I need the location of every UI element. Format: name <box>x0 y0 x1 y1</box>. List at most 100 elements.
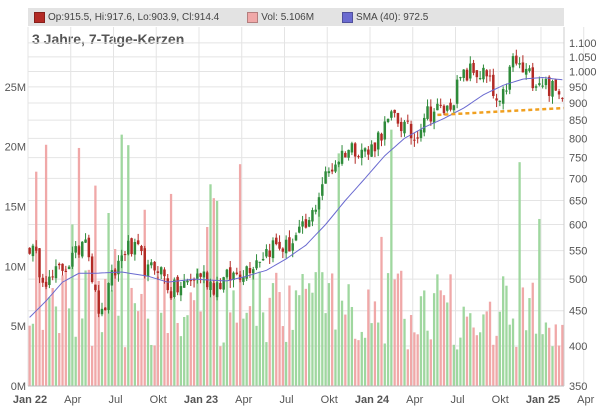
candle-body <box>409 123 413 139</box>
candle-body <box>367 149 370 155</box>
time-tick-label: Okt <box>321 394 338 406</box>
candle-body <box>455 79 459 104</box>
volume-bar <box>455 349 459 386</box>
volume-bar <box>363 337 367 386</box>
volume-bar <box>396 273 400 386</box>
volume-bar <box>58 333 61 386</box>
candle-body <box>478 78 482 80</box>
volume-bar <box>146 318 150 386</box>
volume-bar <box>475 335 479 386</box>
candle-body <box>426 106 429 119</box>
time-tick-label: Apr <box>577 394 594 406</box>
legend-volume: Vol: 5.106M <box>247 11 314 23</box>
volume-bar <box>525 330 528 386</box>
time-tick-label: Okt <box>492 394 509 406</box>
candle-body <box>179 286 183 296</box>
ohlc-swatch-icon <box>34 11 45 23</box>
volume-bar <box>334 329 337 386</box>
volume-bar <box>383 343 386 386</box>
volume-bars <box>28 129 564 387</box>
price-tick-label: 700 <box>569 173 587 185</box>
volume-bar <box>77 147 81 386</box>
candle-body <box>442 105 446 114</box>
volume-bar <box>367 289 370 386</box>
candle-body <box>393 109 396 114</box>
volume-bar <box>298 295 301 386</box>
volume-bar <box>423 290 426 386</box>
volume-bar <box>459 337 462 386</box>
candle-body <box>288 237 291 252</box>
candle-body <box>67 266 71 270</box>
candle-body <box>413 139 416 141</box>
volume-bar <box>554 324 557 386</box>
volume-bar <box>400 270 403 386</box>
volume-bar <box>541 334 544 386</box>
price-tick-label: 450 <box>569 306 587 318</box>
candle-body <box>268 250 271 257</box>
candle-body <box>446 105 449 111</box>
volume-bar <box>482 314 485 386</box>
candle-body <box>186 280 189 283</box>
candle-body <box>258 261 262 263</box>
volume-bar <box>183 316 186 386</box>
volume-bar <box>485 311 488 386</box>
volume-bar <box>179 336 183 386</box>
candle-body <box>248 268 252 274</box>
price-tick-label: 1.100 <box>569 38 597 50</box>
candle-body <box>472 62 475 73</box>
volume-bar <box>100 332 104 386</box>
candle-body <box>505 90 508 92</box>
volume-bar <box>446 302 449 386</box>
volume-bar <box>390 129 393 387</box>
volume-bar <box>258 271 261 386</box>
candle-body <box>459 77 462 79</box>
candle-body <box>81 241 84 257</box>
volume-bar <box>502 276 505 386</box>
price-tick-label: 1.000 <box>569 66 597 78</box>
candle-body <box>176 276 179 293</box>
time-tick-label: Jan 25 <box>526 394 560 406</box>
volume-bar <box>442 295 446 386</box>
candle-body <box>31 245 35 257</box>
volume-bar <box>215 200 219 386</box>
volume-bar <box>416 334 419 386</box>
candle-body <box>252 269 255 274</box>
legend-sma: SMA (40): 972.5 <box>342 11 428 23</box>
candle-body <box>44 281 48 287</box>
time-tick-label: Apr <box>235 394 252 406</box>
volume-bar <box>160 312 163 386</box>
volume-bar <box>518 162 521 386</box>
support-line <box>437 106 565 117</box>
volume-bar <box>235 322 238 386</box>
volume-bar <box>534 333 538 386</box>
volume-bar <box>301 274 304 386</box>
volume-bar <box>113 248 117 386</box>
candle-body <box>347 149 350 158</box>
candle-body <box>383 121 387 140</box>
volume-bar <box>370 323 373 386</box>
volume-bar <box>199 311 202 386</box>
sma-line <box>29 76 563 318</box>
volume-bar <box>137 311 140 386</box>
volume-bar <box>314 272 317 386</box>
volume-bar <box>472 327 475 386</box>
time-tick-label: Jan 23 <box>184 394 218 406</box>
price-tick-label: 900 <box>569 98 587 110</box>
volume-bar <box>186 315 189 386</box>
volume-bar <box>531 282 534 386</box>
volume-bar <box>67 308 71 386</box>
volume-bar <box>495 335 498 386</box>
volume-bar <box>344 314 347 386</box>
volume-bar <box>462 306 465 386</box>
candle-body <box>321 184 324 196</box>
volume-tick-label: 20M <box>5 142 26 154</box>
candle-body <box>107 283 110 310</box>
volume-bar <box>107 212 110 386</box>
time-tick-label: Apr <box>64 394 81 406</box>
volume-bar <box>478 332 482 386</box>
candle-body <box>104 307 107 311</box>
time-tick-label: Jan 22 <box>13 394 47 406</box>
candle-body <box>498 100 502 102</box>
candle-body <box>534 86 538 88</box>
volume-bar <box>278 292 281 386</box>
